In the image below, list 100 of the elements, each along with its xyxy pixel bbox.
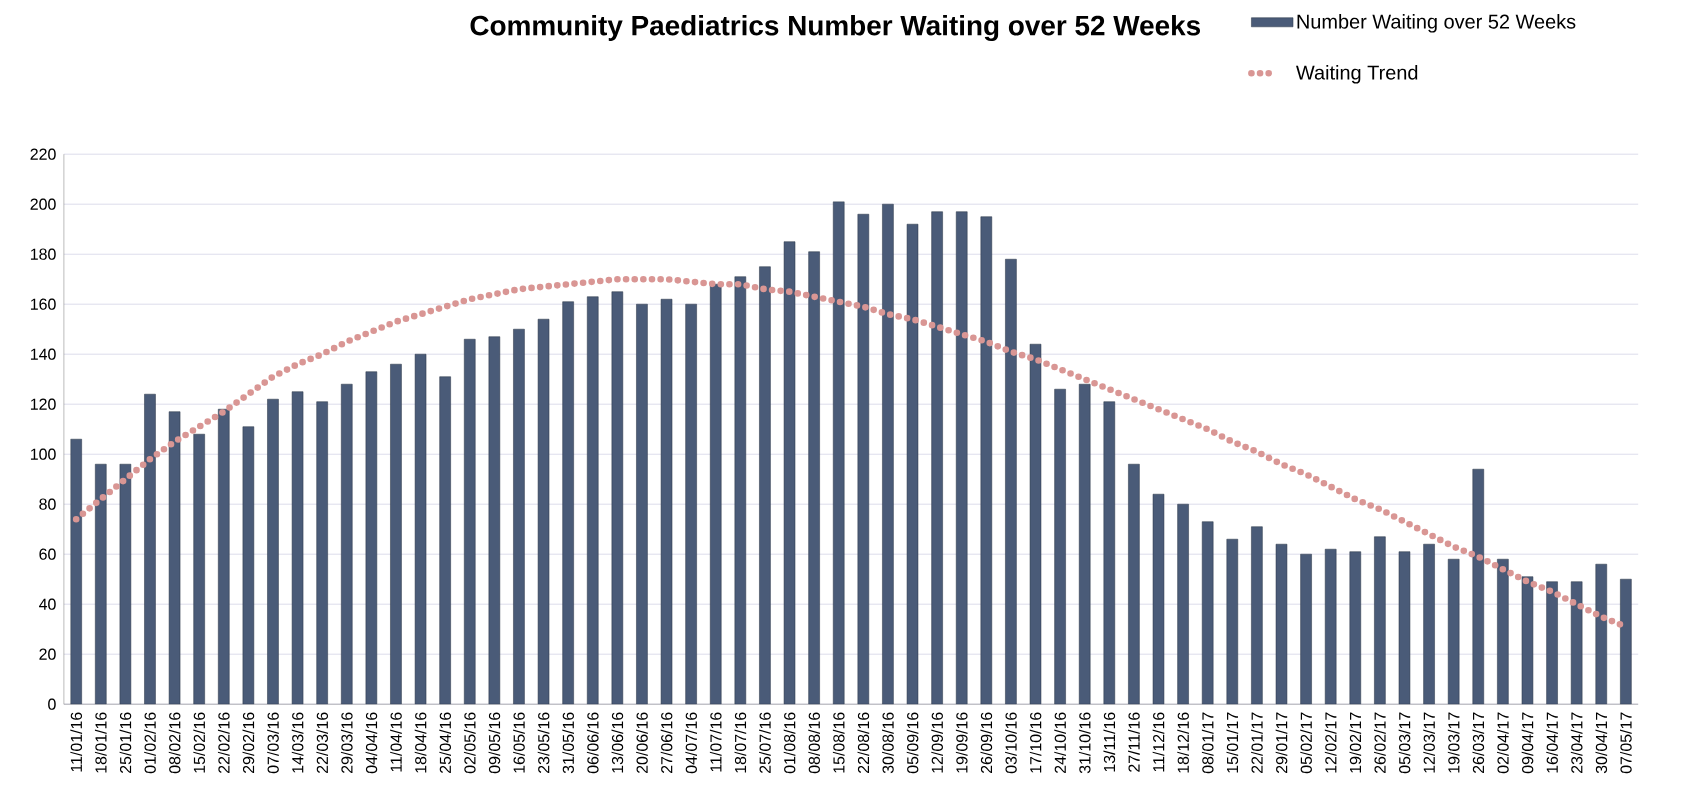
- x-tick-label: 26/03/17: [1472, 712, 1485, 773]
- x-tick-label: 05/02/17: [1300, 712, 1312, 774]
- x-tick-label: 22/01/17: [1251, 712, 1263, 773]
- bar: [1324, 548, 1337, 705]
- y-tick-label: 40: [39, 598, 56, 610]
- x-tick-label: 11/12/16: [1152, 712, 1165, 772]
- bar: [586, 296, 599, 705]
- x-tick-label: 19/09/16: [955, 712, 968, 773]
- x-tick-label: 07/03/16: [267, 712, 279, 774]
- x-tick-label: 19/02/17: [1349, 712, 1362, 773]
- bar: [882, 203, 894, 705]
- x-tick-label: 24/10/16: [1054, 712, 1066, 773]
- x-tick-label: 18/01/16: [94, 712, 107, 773]
- x-tick-label: 12/03/17: [1423, 712, 1435, 773]
- x-tick-label: 22/02/16: [217, 712, 230, 773]
- bar: [685, 303, 697, 705]
- y-tick-label: 220: [30, 148, 56, 160]
- bar: [562, 301, 574, 705]
- legend-label: Waiting Trend: [1296, 65, 1418, 84]
- x-tick-label: 17/10/16: [1029, 712, 1042, 773]
- bar: [1177, 503, 1189, 705]
- x-tick-label: 04/04/16: [365, 712, 378, 774]
- bar: [980, 216, 993, 705]
- bar: [1103, 401, 1116, 705]
- x-tick-label: 26/02/17: [1374, 712, 1386, 773]
- x-tick-label: 29/02/16: [242, 712, 255, 773]
- x-tick-label: 01/08/16: [783, 712, 796, 774]
- x-tick-label: 23/05/16: [537, 712, 550, 773]
- y-tick-label: 160: [30, 298, 56, 310]
- bar: [1226, 538, 1239, 705]
- bar: [341, 383, 353, 705]
- bar: [808, 251, 820, 705]
- x-tick-label: 30/08/16: [882, 712, 894, 774]
- bar: [1054, 388, 1066, 705]
- bar: [439, 376, 451, 705]
- bar: [734, 276, 747, 705]
- bar: [513, 328, 525, 705]
- bar: [267, 398, 279, 705]
- legend-label: Number Waiting over 52 Weeks: [1297, 14, 1576, 33]
- bar: [144, 393, 156, 705]
- bar: [955, 211, 968, 705]
- chart-title: Community Paediatrics Number Waiting over 52 Weeks: [470, 14, 1201, 42]
- x-tick-label: 20/06/16: [636, 712, 648, 773]
- y-tick-label: 20: [39, 648, 56, 660]
- bar: [316, 401, 328, 705]
- x-tick-label: 13/06/16: [611, 712, 624, 773]
- y-tick-label: 180: [30, 248, 56, 260]
- x-tick-label: 15/08/16: [832, 712, 845, 773]
- x-tick-label: 29/01/17: [1275, 712, 1288, 773]
- x-tick-label: 05/09/16: [906, 712, 919, 774]
- y-tick-label: 100: [30, 448, 56, 460]
- bar: [1300, 553, 1312, 705]
- x-tick-label: 18/04/16: [414, 712, 427, 773]
- y-tick-label: 60: [39, 548, 56, 560]
- bar: [1423, 543, 1435, 705]
- x-tick-label: 11/01/16: [70, 712, 83, 772]
- y-tick-label: 200: [30, 198, 56, 210]
- x-tick-label: 25/01/16: [119, 712, 132, 773]
- x-tick-label: 13/11/16: [1103, 712, 1116, 772]
- x-tick-label: 22/03/16: [316, 712, 329, 773]
- x-tick-label: 15/01/17: [1226, 712, 1239, 773]
- x-tick-label: 01/02/16: [144, 712, 156, 774]
- x-tick-label: 04/07/16: [685, 712, 697, 774]
- x-tick-label: 27/06/16: [660, 712, 673, 773]
- x-tick-label: 22/08/16: [857, 712, 870, 773]
- bar: [218, 408, 230, 705]
- bar: [759, 266, 771, 705]
- bar: [857, 213, 870, 705]
- x-tick-label: 02/04/17: [1497, 712, 1509, 774]
- bar: [1078, 383, 1091, 705]
- x-tick-label: 25/04/16: [439, 712, 451, 773]
- bar: [1251, 526, 1263, 705]
- x-tick-label: 25/07/16: [759, 712, 771, 773]
- x-tick-label: 08/08/16: [808, 712, 820, 774]
- x-tick-label: 11/04/16: [390, 712, 402, 772]
- x-tick-label: 18/07/16: [734, 712, 747, 773]
- x-tick-label: 26/09/16: [980, 712, 993, 773]
- x-tick-label: 12/02/17: [1324, 712, 1337, 773]
- x-tick-label: 03/10/16: [1005, 712, 1017, 774]
- bar: [636, 303, 648, 705]
- x-tick-label: 15/02/16: [193, 712, 206, 773]
- x-tick-label: 19/03/17: [1447, 712, 1460, 773]
- x-tick-label: 16/04/17: [1546, 712, 1558, 773]
- x-tick-label: 08/01/17: [1201, 712, 1214, 774]
- x-tick-label: 06/06/16: [586, 712, 599, 774]
- y-tick-label: 80: [39, 498, 56, 510]
- x-tick-label: 14/03/16: [291, 712, 304, 773]
- bar: [1201, 521, 1214, 705]
- x-tick-label: 09/04/17: [1521, 712, 1534, 774]
- x-tick-label: 05/03/17: [1398, 712, 1411, 774]
- x-tick-label: 08/02/16: [168, 712, 181, 774]
- bar: [1349, 551, 1362, 705]
- y-tick-label: 140: [30, 348, 56, 360]
- bar: [464, 338, 476, 705]
- x-tick-label: 18/12/16: [1177, 712, 1189, 773]
- bar: [832, 201, 845, 705]
- x-tick-label: 31/10/16: [1078, 712, 1091, 774]
- x-tick-label: 11/07/16: [709, 712, 722, 772]
- x-tick-label: 29/03/16: [340, 712, 353, 773]
- bar: [709, 283, 722, 705]
